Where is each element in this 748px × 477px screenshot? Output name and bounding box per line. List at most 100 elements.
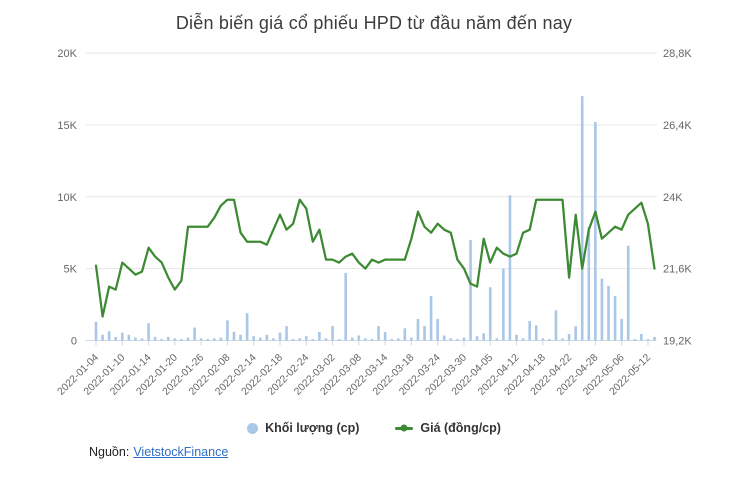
volume-bar [475,336,479,341]
volume-bar [390,339,393,341]
volume-bar [613,295,617,341]
volume-bar [252,336,255,341]
y-axis-label-left: 5K [64,264,78,276]
volume-bar [607,285,610,341]
volume-bar [324,338,328,341]
volume-bar [193,327,196,341]
volume-bar [107,331,111,341]
y-axis-label-right: 21,6K [663,264,692,276]
volume-bar [548,339,551,341]
volume-bar [304,336,308,341]
volume-bar [272,338,275,341]
volume-bar [94,321,98,341]
volume-bar [318,331,321,341]
volume-bar [410,337,413,341]
legend-item-price[interactable]: Giá (đồng/cp) [395,421,501,435]
volume-bar [226,320,229,341]
volume-bar [153,336,157,341]
volume-bar [383,331,387,341]
volume-bar [416,318,420,341]
volume-bar [140,338,144,341]
y-gridlines [85,52,657,341]
volume-bar [166,336,170,341]
volume-bar [640,334,643,341]
volume-bar [554,310,558,341]
price-line-series [94,198,656,318]
volume-bar [245,313,249,341]
legend-volume-label: Khối lượng (cp) [265,421,360,435]
volume-bar [502,268,505,341]
volume-bar [620,318,623,341]
volume-legend-marker-icon [247,422,259,434]
volume-bar [600,278,604,341]
volume-bar [186,337,190,341]
volume-bar [580,96,584,341]
volume-bar [265,334,269,341]
chart-title: Diễn biến giá cổ phiếu HPD từ đầu năm đế… [175,13,573,33]
volume-bar [633,339,637,341]
volume-bar [436,318,439,341]
source-link[interactable]: VietstockFinance [133,445,229,459]
volume-bar [594,122,597,341]
volume-bar [567,334,571,341]
source-prefix: Nguồn: [89,445,130,459]
y-axis-label-left: 20K [57,48,77,60]
volume-bar [561,338,564,341]
volume-bar [403,328,407,341]
volume-bar [160,339,164,341]
y-axis-label-right: 28,8K [663,48,692,60]
volume-bar [653,336,656,341]
volume-bar [423,326,426,341]
volume-bar [456,339,459,341]
volume-bar [101,334,104,341]
volume-bar [364,338,367,341]
volume-bar [206,339,209,341]
x-axis-labels: 2022-01-042022-01-102022-01-142022-01-20… [56,352,653,398]
volume-bar [350,337,354,341]
volume-bar [541,338,545,341]
volume-bar [396,338,400,341]
y-axis-label-right: 19,2K [663,336,692,348]
volume-bar [212,338,216,341]
volume-bar [528,321,531,341]
legend-item-volume[interactable]: Khối lượng (cp) [247,421,359,435]
legend-price-label: Giá (đồng/cp) [420,421,501,435]
volume-bar [508,195,512,341]
volume-bar [357,335,361,341]
volume-bar [285,326,288,341]
volume-bar [534,325,538,341]
price-volume-chart: 0 5K 10K 15K 20K 19,2K 21,6K 24K 26,4K 28,8K 2022-… [56,48,693,398]
y-axis-label-right: 26,4K [663,120,692,132]
volume-bar [495,338,499,341]
volume-bar [331,326,334,341]
volume-bar [337,339,341,341]
chart-legend: Khối lượng (cp) Giá (đồng/cp) [0,421,748,435]
volume-bar [278,332,282,341]
volume-bar [239,334,242,341]
volume-bar [370,339,374,341]
volume-bar [515,334,518,341]
volume-bars [94,96,656,341]
volume-bar [646,339,650,341]
volume-bar [298,338,301,341]
volume-bar [147,323,150,341]
volume-bar [482,333,485,341]
y-axis-labels-left: 0 5K 10K 15K 20K [57,48,77,348]
volume-bar [521,338,525,341]
volume-bar [199,338,203,341]
volume-bar [442,335,446,341]
volume-bar [180,339,183,341]
volume-bar [232,331,236,341]
volume-bar [219,337,223,341]
volume-bar [574,326,577,341]
volume-bar [587,226,591,341]
price-legend-marker-icon [395,424,414,432]
volume-bar [469,239,472,341]
volume-bar [311,339,315,341]
y-axis-label-left: 15K [57,120,77,132]
volume-bar [449,338,453,341]
volume-bar [134,337,137,341]
volume-bar [344,272,347,341]
volume-bar [488,287,492,341]
